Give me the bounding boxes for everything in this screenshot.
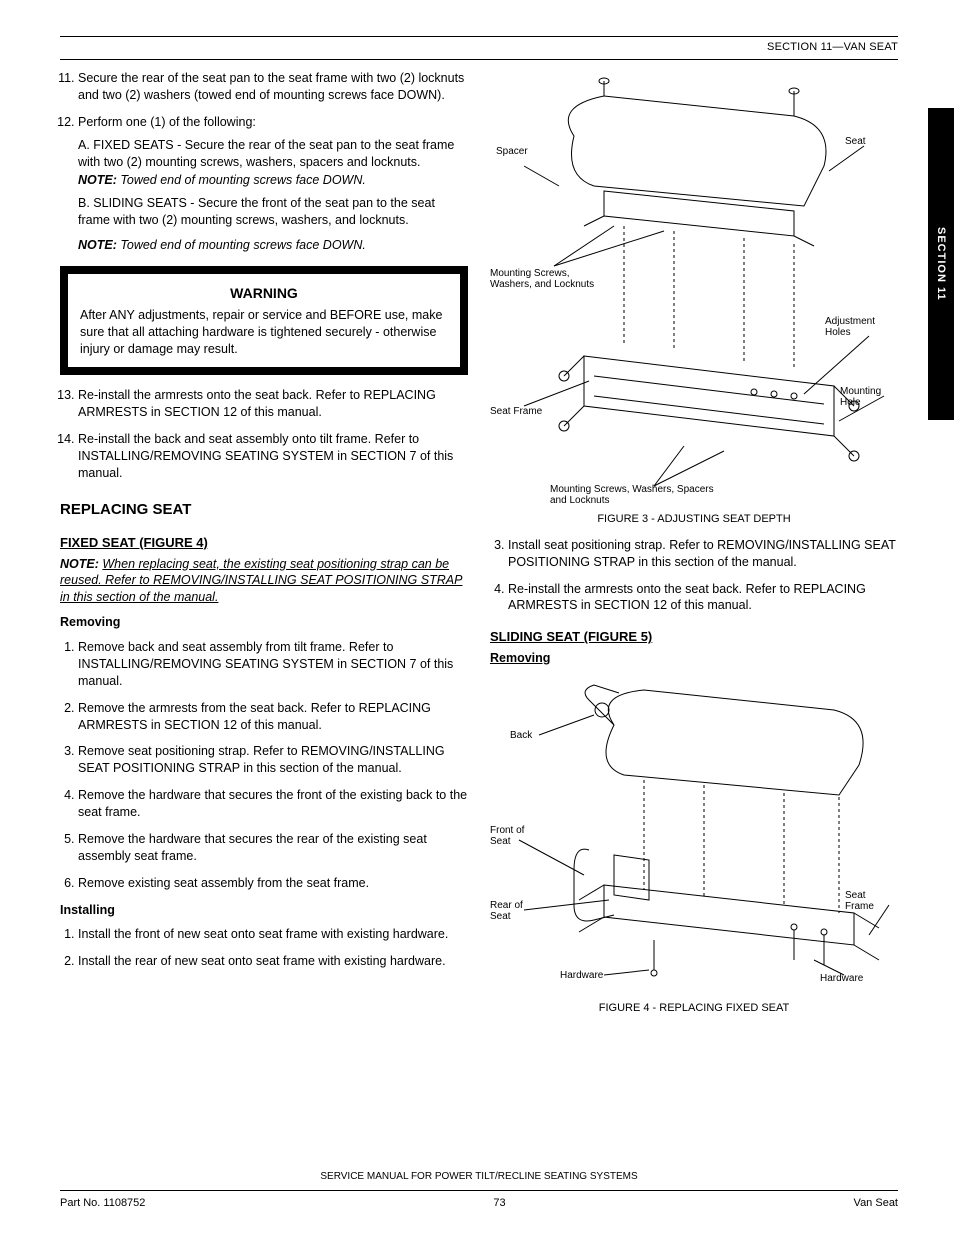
step-14: Re-install the back and seat assembly on… <box>78 431 468 482</box>
step-11: Secure the rear of the seat pan to the s… <box>78 70 468 104</box>
note-replace: NOTE: When replacing seat, the existing … <box>60 556 468 607</box>
footer-rule <box>60 1190 898 1191</box>
rem-step-6: Remove existing seat assembly from the s… <box>78 875 468 892</box>
figure-4-caption: FIGURE 4 - REPLACING FIXED SEAT <box>490 1001 898 1016</box>
note-text-2: Towed end of mounting screws face DOWN. <box>120 238 365 252</box>
right-column: Spacer Seat Mounting Screws, Washers, an… <box>490 70 898 1016</box>
step-12a-text: FIXED SEATS - Secure the rear of the sea… <box>78 138 454 169</box>
figure-4-svg <box>490 675 898 995</box>
installing-heading-text: Installing <box>60 903 115 917</box>
step-12b-text: SLIDING SEATS - Secure the front of the … <box>78 196 435 227</box>
removing-heading-text: Removing <box>60 615 120 629</box>
rule-sub <box>60 59 898 60</box>
warning-text: After ANY adjustments, repair or service… <box>80 307 448 358</box>
note-label: NOTE: <box>78 173 117 187</box>
installing-heading: Installing <box>60 902 468 919</box>
lbl-front-seat: Front of Seat <box>490 825 545 847</box>
continuation-steps-2: Re-install the armrests onto the seat ba… <box>60 387 468 481</box>
rem-step-5: Remove the hardware that secures the rea… <box>78 831 468 865</box>
page: SECTION 11—VAN SEAT Secure the rear of t… <box>0 0 954 1235</box>
footer-small: SERVICE MANUAL FOR POWER TILT/RECLINE SE… <box>60 1171 898 1182</box>
installing-steps: Install the front of new seat onto seat … <box>60 926 468 970</box>
lbl-seat-frame-2: Seat Frame <box>845 890 895 912</box>
lbl-seat-frame: Seat Frame <box>490 406 542 417</box>
lbl-back: Back <box>510 730 532 741</box>
right-continuation-steps: Install seat positioning strap. Refer to… <box>490 537 898 615</box>
rule-top <box>60 36 898 37</box>
heading-replacing-seat: REPLACING SEAT <box>60 500 468 520</box>
rem-step-2: Remove the armrests from the seat back. … <box>78 700 468 734</box>
footer: SERVICE MANUAL FOR POWER TILT/RECLINE SE… <box>60 1171 898 1209</box>
two-column-layout: Secure the rear of the seat pan to the s… <box>60 70 898 1016</box>
lbl-spacer: Spacer <box>496 146 528 157</box>
sliding-removing-heading: Removing <box>490 650 898 667</box>
lbl-seat: Seat <box>845 136 866 147</box>
inst-step-1: Install the front of new seat onto seat … <box>78 926 468 943</box>
note-label-3: NOTE: <box>60 557 99 571</box>
heading-fixed-seat: FIXED SEAT (FIGURE 4) <box>60 534 468 552</box>
lbl-mount-hole: Mounting Hole <box>840 386 900 408</box>
figure-4: Back Front of Seat Rear of Seat Hardware… <box>490 675 898 995</box>
heading-sliding-seat: SLIDING SEAT (FIGURE 5) <box>490 628 898 646</box>
sliding-removing-text: Removing <box>490 651 550 665</box>
note-text: Towed end of mounting screws face DOWN. <box>120 173 365 187</box>
step-12b: B. SLIDING SEATS - Secure the front of t… <box>78 195 468 229</box>
left-column: Secure the rear of the seat pan to the s… <box>60 70 468 1016</box>
rem-step-1: Remove back and seat assembly from tilt … <box>78 639 468 690</box>
figure-3: Spacer Seat Mounting Screws, Washers, an… <box>490 76 898 506</box>
lbl-rear-seat: Rear of Seat <box>490 900 545 922</box>
r-step-3-text: Install seat positioning strap. Refer to… <box>508 538 896 569</box>
inst-step-2: Install the rear of new seat onto seat f… <box>78 953 468 970</box>
figure-3-caption: FIGURE 3 - ADJUSTING SEAT DEPTH <box>490 512 898 527</box>
note-label-2: NOTE: <box>78 238 117 252</box>
header-right: SECTION 11—VAN SEAT <box>60 41 898 53</box>
warning-title: WARNING <box>80 284 448 303</box>
warning-box: WARNING After ANY adjustments, repair or… <box>60 266 468 376</box>
r-step-4-text: Re-install the armrests onto the seat ba… <box>508 582 866 613</box>
footer-right: Van Seat <box>854 1197 898 1209</box>
step-13: Re-install the armrests onto the seat ba… <box>78 387 468 421</box>
lbl-msw-ln: Mounting Screws, Washers, and Locknuts <box>490 268 600 290</box>
lbl-adj-holes: Adjustment Holes <box>825 316 895 338</box>
footer-row: Part No. 1108752 73 Van Seat <box>60 1197 898 1209</box>
rem-step-3: Remove seat positioning strap. Refer to … <box>78 743 468 777</box>
note-replace-text: When replacing seat, the existing seat p… <box>60 557 462 605</box>
r-step-4: Re-install the armrests onto the seat ba… <box>508 581 898 615</box>
footer-center: 73 <box>493 1197 505 1209</box>
lbl-hardware-r: Hardware <box>820 973 863 984</box>
step-12: Perform one (1) of the following: A. FIX… <box>78 114 468 254</box>
removing-steps: Remove back and seat assembly from tilt … <box>60 639 468 892</box>
step-12-text: Perform one (1) of the following: <box>78 115 256 129</box>
figure-3-svg <box>490 76 898 506</box>
footer-left: Part No. 1108752 <box>60 1197 145 1209</box>
continuation-steps: Secure the rear of the seat pan to the s… <box>60 70 468 254</box>
note-12b: NOTE: Towed end of mounting screws face … <box>78 237 468 254</box>
removing-heading: Removing <box>60 614 468 631</box>
rem-step-4: Remove the hardware that secures the fro… <box>78 787 468 821</box>
lbl-hardware-l: Hardware <box>560 970 603 981</box>
lbl-msw-sp-ln: Mounting Screws, Washers, Spacers and Lo… <box>550 484 730 506</box>
step-12a: A. FIXED SEATS - Secure the rear of the … <box>78 137 468 171</box>
r-step-3: Install seat positioning strap. Refer to… <box>508 537 898 571</box>
note-12a: NOTE: Towed end of mounting screws face … <box>78 172 468 189</box>
